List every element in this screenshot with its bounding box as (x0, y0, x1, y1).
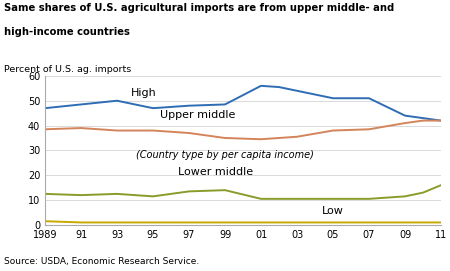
Text: Upper middle: Upper middle (160, 110, 236, 120)
Text: high-income countries: high-income countries (4, 27, 130, 37)
Text: Low: Low (322, 206, 344, 216)
Text: Lower middle: Lower middle (179, 167, 253, 177)
Text: (Country type by per capita income): (Country type by per capita income) (136, 150, 314, 160)
Text: Source: USDA, Economic Research Service.: Source: USDA, Economic Research Service. (4, 257, 200, 266)
Text: Percent of U.S. ag. imports: Percent of U.S. ag. imports (4, 65, 132, 74)
Text: High: High (131, 88, 157, 98)
Text: Same shares of U.S. agricultural imports are from upper middle- and: Same shares of U.S. agricultural imports… (4, 3, 395, 13)
